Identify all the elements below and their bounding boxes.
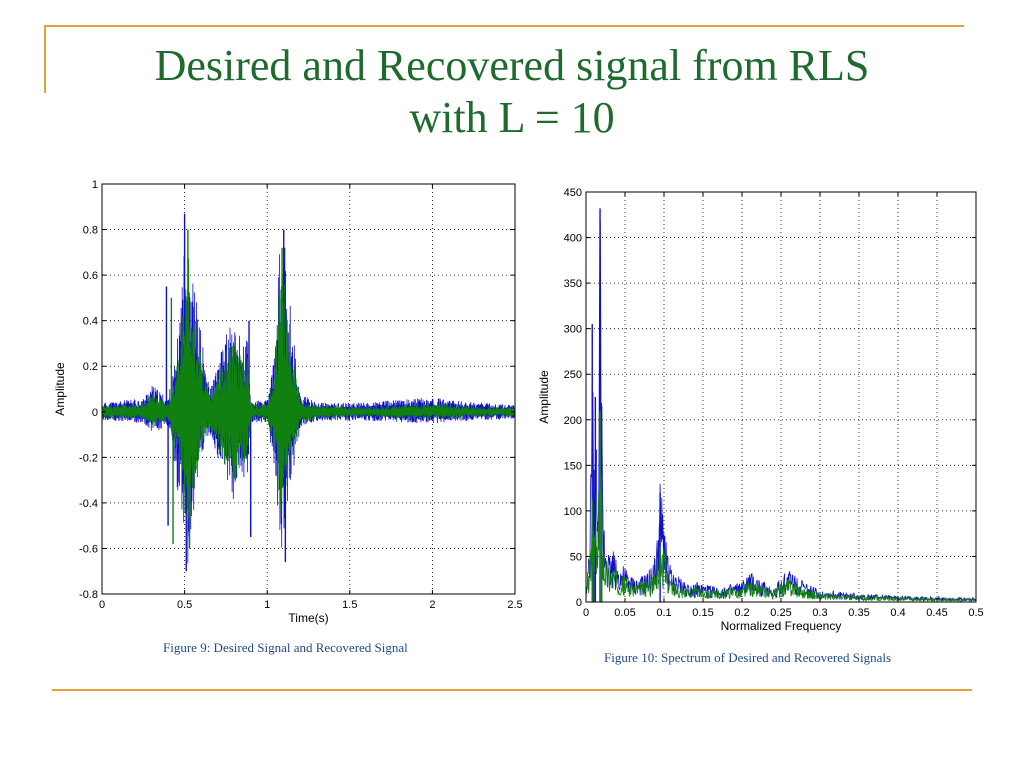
fig10-ytick-label: 400	[564, 233, 582, 245]
fig9-xtick-label: 0.5	[177, 599, 192, 611]
fig10-ytick-label: 300	[564, 324, 582, 336]
fig10-xtick-label: 0.2	[734, 607, 749, 619]
fig9-ytick-label: 0.6	[83, 270, 98, 282]
fig9-plot-area	[102, 184, 515, 594]
figure9-caption: Figure 9: Desired Signal and Recovered S…	[163, 640, 408, 655]
fig9-ytick-label: 0.2	[83, 361, 98, 373]
slide-title-line2: with L = 10	[409, 93, 615, 142]
fig9-xtick-label: 2	[429, 599, 435, 611]
fig9-axes-frame	[101, 183, 516, 595]
fig10-ytick-label: 0	[576, 597, 582, 609]
fig10-series-1-line	[585, 460, 977, 603]
fig9-ytick-label: -0.2	[79, 452, 98, 464]
fig9-ytick-label: -0.8	[79, 589, 98, 601]
slide-title-line1: Desired and Recovered signal from RLS	[154, 41, 870, 90]
frame-bottom-rule	[52, 689, 972, 691]
fig10-ytick-label: 50	[570, 551, 582, 563]
fig10-xtick-label: 0.4	[890, 607, 905, 619]
fig10-ytick-label: 350	[564, 278, 582, 290]
fig9-xtick-label: 1.5	[342, 599, 357, 611]
fig9-ytick-label: 0.4	[83, 316, 98, 328]
fig10-ytick-label: 100	[564, 506, 582, 518]
fig9-xtick-label: 0	[99, 599, 105, 611]
fig9-ytick-label: -0.6	[79, 543, 98, 555]
fig9-ylabel: Amplitude	[53, 362, 67, 416]
fig10-xtick-label: 0.35	[848, 607, 869, 619]
figure10-caption: Figure 10: Spectrum of Desired and Recov…	[604, 650, 892, 665]
fig10-xtick-label: 0.25	[770, 607, 791, 619]
figure10-spectrum-chart: 0 0.05 0.1 0.15 0.2 0.25 0.3 0.35 0.4 0.45 0.5 0 50 1…	[537, 187, 984, 633]
fig10-xtick-label: 0	[583, 607, 589, 619]
fig10-ytick-label: 250	[564, 369, 582, 381]
fig10-ytick-label: 450	[564, 187, 582, 199]
fig10-xtick-label: 0.05	[614, 607, 635, 619]
fig10-ylabel: Amplitude	[537, 370, 551, 424]
fig9-xlabel: Time(s)	[288, 611, 328, 625]
fig9-ytick-label: 0.8	[83, 225, 98, 237]
fig10-xtick-label: 0.15	[692, 607, 713, 619]
figure9-time-domain-chart: 0 0.5 1 1.5 2 2.5 -0.8 -0.6 -0.4 -0.2 0 0.2 0.4 0.6 0.…	[53, 179, 523, 625]
slide-title: Desired and Recovered signal from RLS wi…	[60, 40, 964, 144]
fig10-xtick-label: 0.5	[968, 607, 983, 619]
fig10-xtick-label: 0.3	[812, 607, 827, 619]
frame-top-rule	[44, 25, 964, 27]
fig10-xtick-label: 0.1	[656, 607, 671, 619]
fig9-xtick-label: 1	[264, 599, 270, 611]
fig9-ytick-label: 0	[92, 407, 98, 419]
fig9-xtick-label: 2.5	[507, 599, 522, 611]
fig9-ytick-label: -0.4	[79, 498, 98, 510]
fig10-xtick-label: 0.45	[926, 607, 947, 619]
fig10-ytick-label: 200	[564, 415, 582, 427]
fig9-ytick-label: 1	[92, 179, 98, 191]
frame-left-rule	[44, 25, 46, 93]
fig10-xlabel: Normalized Frequency	[721, 619, 842, 633]
fig9-series-1-line	[101, 256, 516, 522]
fig10-ytick-label: 150	[564, 460, 582, 472]
fig10-series-0-line	[585, 221, 977, 602]
